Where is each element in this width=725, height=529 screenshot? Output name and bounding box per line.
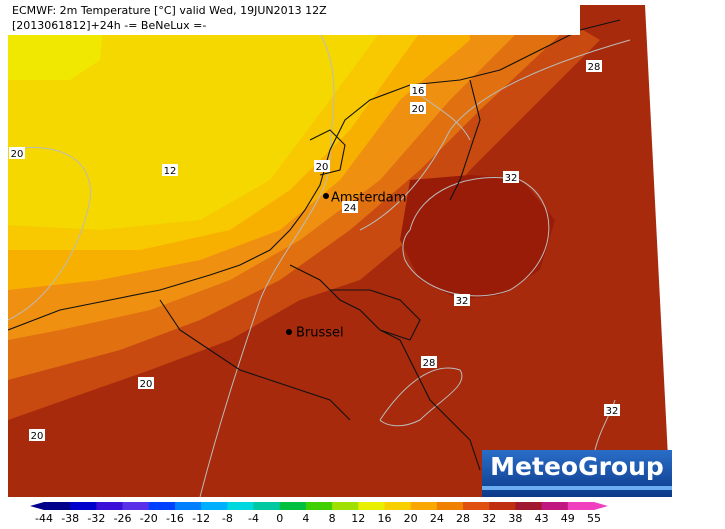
colorbar-segment — [96, 502, 124, 510]
logo: MeteoGroup — [490, 452, 664, 481]
colorbar-tick-label: 8 — [329, 512, 336, 525]
colorbar-segment — [122, 502, 150, 510]
colorbar-tick-label: -38 — [61, 512, 79, 525]
contour-label: 32 — [505, 173, 518, 184]
contour-label-box — [604, 404, 620, 416]
colorbar-tick-label: -32 — [87, 512, 105, 525]
contour-label: 20 — [31, 431, 44, 442]
colorbar-tick-label: 16 — [377, 512, 391, 525]
contour-label-box — [342, 201, 358, 213]
colorbar-arrow — [30, 502, 44, 510]
contour-label-box — [162, 164, 178, 176]
logo-stripe — [482, 486, 672, 490]
colorbar-tick-label: 20 — [404, 512, 418, 525]
header-box — [8, 0, 580, 35]
contour-label: 24 — [344, 203, 357, 214]
colorbar-segment — [174, 502, 202, 510]
colorbar-segment — [70, 502, 97, 510]
map-field — [8, 5, 670, 497]
contour-label-box — [410, 84, 426, 96]
colorbar-arrow — [594, 502, 608, 510]
colorbar-segment — [410, 502, 438, 510]
city-dot — [323, 193, 329, 199]
colorbar-segment — [253, 502, 281, 510]
contour-label-box — [314, 160, 330, 172]
colorbar-segment — [279, 502, 307, 510]
header-line: ECMWF: 2m Temperature [°C] valid Wed, 19… — [12, 4, 327, 17]
colorbar-segment — [227, 502, 255, 510]
contour-label: 28 — [423, 358, 436, 369]
contour-label-box — [503, 171, 519, 183]
colorbar-tick-label: 49 — [561, 512, 575, 525]
colorbar-segment — [44, 502, 71, 510]
colorbar-segment — [541, 502, 569, 510]
contour-label-box — [9, 147, 25, 159]
contour-label-box — [29, 429, 45, 441]
colorbar-segment — [515, 502, 543, 510]
colorbar-segment — [358, 502, 385, 510]
colorbar-tick-label: -4 — [248, 512, 259, 525]
contour-label-box — [410, 102, 426, 114]
contour-label-box — [138, 377, 154, 389]
colorbar-tick-label: -26 — [114, 512, 132, 525]
contour-label-box — [421, 356, 437, 368]
header-line: [2013061812]+24h -= BeNeLux =- — [12, 19, 206, 32]
colorbar-tick-label: 12 — [351, 512, 365, 525]
contour-label: 20 — [140, 379, 153, 390]
colorbar-tick-label: -16 — [166, 512, 184, 525]
colorbar-segment — [305, 502, 333, 510]
colorbar-tick-label: 55 — [587, 512, 601, 525]
colorbar-segment — [567, 502, 595, 510]
contour-label: 20 — [316, 162, 329, 173]
colorbar-segment — [436, 502, 464, 510]
colorbar-tick-label: -20 — [140, 512, 158, 525]
colorbar-segment — [332, 502, 359, 510]
city-label: Brussel — [296, 326, 344, 341]
colorbar-tick-label: -12 — [192, 512, 210, 525]
colorbar-tick-label: 24 — [430, 512, 444, 525]
colorbar-tick-label: -44 — [35, 512, 53, 525]
colorbar-tick-label: 38 — [508, 512, 522, 525]
contour-label-box — [586, 60, 602, 72]
contour-label: 12 — [164, 166, 177, 177]
colorbar-tick-label: 28 — [456, 512, 470, 525]
contour-label-box — [454, 294, 470, 306]
contour-label: 20 — [11, 149, 24, 160]
colorbar-tick-label: 4 — [302, 512, 309, 525]
contour-label: 16 — [412, 86, 425, 97]
colorbar-segment — [201, 502, 228, 510]
colorbar-tick-label: 0 — [276, 512, 283, 525]
colorbar-segment — [489, 502, 516, 510]
colorbar-tick-label: 32 — [482, 512, 496, 525]
contour-label: 32 — [606, 406, 619, 417]
colorbar-tick-label: 43 — [535, 512, 549, 525]
contour-label: 32 — [456, 296, 469, 307]
city-dot — [286, 329, 292, 335]
contour-label: 28 — [588, 62, 601, 73]
contour-label: 20 — [412, 104, 425, 115]
colorbar-segment — [463, 502, 490, 510]
colorbar-segment — [148, 502, 176, 510]
colorbar-segment — [384, 502, 412, 510]
colorbar-tick-label: -8 — [222, 512, 233, 525]
